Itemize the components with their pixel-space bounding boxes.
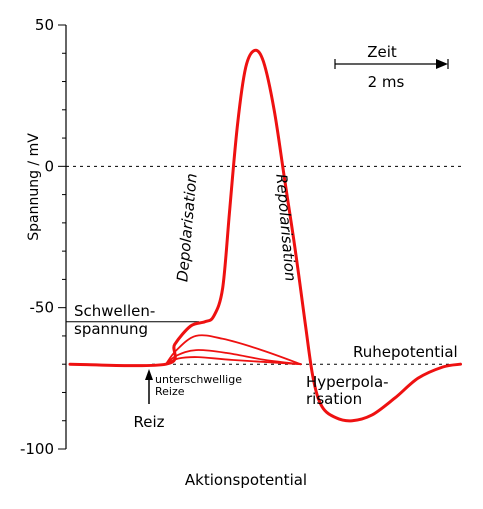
time-scale-bar: Zeit 2 ms: [334, 43, 449, 91]
y-tick-label: 50: [35, 16, 54, 34]
hyperpolarization-label-line1: Hyperpola-: [306, 373, 389, 391]
chart-title: Aktionspotential: [185, 471, 307, 489]
annotations: Schwellen- spannung Ruhepotential Depola…: [74, 173, 458, 489]
subthreshold-curve-3: [165, 356, 302, 366]
y-tick-label: -50: [30, 299, 55, 317]
traces: [68, 48, 462, 423]
threshold-label-line1: Schwellen-: [74, 302, 155, 320]
repolarization-label: Repolarisation: [272, 173, 299, 282]
time-label: Zeit: [367, 43, 397, 61]
subthreshold-label-line1: unterschwellige: [155, 373, 242, 386]
subthreshold-label-line2: Reize: [155, 385, 185, 398]
y-tick-label: 0: [44, 157, 54, 175]
stimulus-label: Reiz: [133, 413, 164, 431]
y-ticks: [58, 24, 66, 450]
threshold-label-line2: spannung: [74, 320, 148, 338]
hyperpolarization-label-line2: risation: [306, 390, 362, 408]
subthreshold-curve-1: [165, 334, 302, 366]
axes: 50 0 -50 -100 Spannung / mV: [20, 16, 67, 458]
subthreshold-curve-2: [165, 349, 302, 366]
y-tick-labels: 50 0 -50 -100: [20, 16, 54, 458]
resting-potential-label: Ruhepotential: [353, 343, 458, 361]
time-scale-value: 2 ms: [368, 73, 405, 91]
y-tick-label: -100: [20, 440, 54, 458]
reference-lines: [66, 165, 462, 365]
y-axis-label: Spannung / mV: [26, 133, 42, 241]
scale-bar-arrowhead: [436, 59, 448, 69]
action-potential-curve: [68, 48, 462, 423]
depolarization-label: Depolarisation: [173, 173, 200, 283]
stimulus-arrowhead: [145, 369, 153, 380]
